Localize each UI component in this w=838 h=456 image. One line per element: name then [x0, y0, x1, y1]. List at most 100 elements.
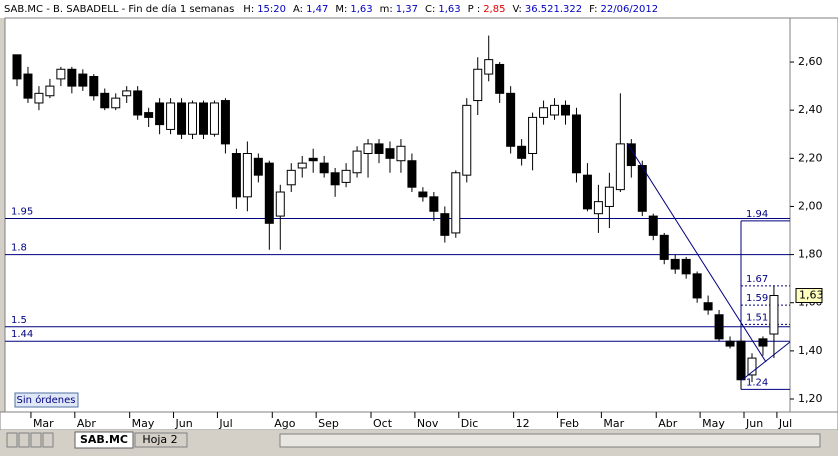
candle-body	[330, 172, 340, 186]
candle-body	[111, 97, 121, 109]
header-label: V:	[512, 4, 521, 15]
candle-body	[242, 153, 252, 198]
candle-body	[440, 213, 450, 236]
candle-body	[177, 102, 187, 135]
x-tick-label: May	[702, 417, 725, 430]
candle-body	[23, 73, 33, 99]
y-tick-label: 1,40	[798, 344, 823, 357]
candle-body	[648, 215, 658, 236]
x-tick-label: Dic	[461, 417, 479, 430]
candle-body	[506, 92, 516, 147]
x-tick-label: Nov	[417, 417, 439, 430]
candle-body	[473, 68, 483, 102]
header-label: SAB.MC - B. SABADELL - Fin de día 1 sema…	[4, 3, 234, 15]
tab-label: SAB.MC	[80, 433, 128, 446]
x-tick-label: Mar	[603, 417, 624, 430]
candle-body	[385, 148, 395, 159]
candle-body	[451, 172, 461, 234]
candle-body	[725, 340, 735, 347]
candle-body	[34, 92, 44, 104]
header-value: 15:20	[257, 4, 286, 15]
level-label: 1.95	[11, 206, 33, 217]
candle-body	[231, 153, 241, 198]
candle-body	[122, 90, 132, 97]
candle-body	[275, 191, 285, 217]
tab[interactable]	[134, 432, 188, 448]
candle-body	[429, 196, 439, 212]
retracement-label: 1.51	[746, 312, 768, 323]
x-tick-label: Sep	[318, 417, 339, 430]
nav-prev[interactable]	[18, 432, 30, 448]
candle-body	[593, 201, 603, 215]
header-label: M:	[335, 4, 347, 15]
header-label: m:	[380, 4, 393, 15]
plot-area	[4, 17, 791, 413]
header-label: P :	[468, 4, 481, 15]
candle-body	[550, 104, 560, 116]
candle-body	[703, 302, 713, 311]
candle-body	[89, 75, 99, 97]
last-price-label: 1,63	[799, 289, 824, 302]
candle-body	[67, 68, 77, 87]
candle-body	[769, 295, 779, 335]
candle-body	[144, 112, 154, 118]
candle-body	[155, 102, 165, 126]
candle-body	[308, 157, 318, 162]
y-tick-label: 1,80	[798, 248, 823, 261]
header-label: A:	[293, 4, 303, 15]
last-price-tag	[795, 288, 823, 304]
x-tick-label: 12	[516, 417, 530, 430]
candle-body	[714, 314, 724, 340]
candle-body	[253, 157, 263, 176]
price-axis	[789, 17, 838, 413]
header-value: 1,63	[438, 4, 460, 15]
candle-body	[670, 258, 680, 270]
scrollbar[interactable]	[279, 433, 821, 448]
candle-body	[604, 186, 614, 207]
y-tick-label: 2,40	[798, 103, 823, 116]
x-tick-label: Abr	[77, 417, 97, 430]
x-tick-label: Oct	[373, 417, 393, 430]
candle-body	[539, 107, 549, 118]
header-bar	[0, 0, 838, 18]
candle-body	[418, 191, 428, 198]
candle-body	[363, 143, 373, 155]
trend-line	[626, 142, 767, 363]
candle-body	[561, 104, 570, 116]
x-tick-label: Jul	[778, 417, 792, 430]
x-tick-label: Jun	[175, 417, 193, 430]
candle-body	[396, 145, 406, 162]
level-label: 1.8	[11, 243, 27, 254]
nav-last[interactable]	[42, 432, 54, 448]
candle-body	[166, 102, 176, 130]
candle-body	[571, 114, 581, 174]
level-label: 1.44	[11, 329, 33, 340]
retracement-label: 1.24	[746, 377, 768, 388]
tab-active[interactable]	[74, 431, 134, 449]
candle-body	[56, 68, 66, 80]
candle-body	[528, 116, 538, 155]
nav-first[interactable]	[6, 432, 18, 448]
candle-body	[45, 85, 55, 97]
nav-next[interactable]	[30, 432, 42, 448]
y-tick-label: 2,00	[798, 199, 823, 212]
y-tick-label: 2,60	[798, 55, 823, 68]
candle-body	[264, 162, 274, 224]
tab-label: Hoja 2	[142, 433, 177, 446]
candle-body	[626, 143, 636, 167]
candle-body	[297, 162, 307, 169]
candle-body	[209, 102, 219, 135]
candle-body	[374, 143, 384, 155]
tab-bar: SAB.MC Hoja 2	[0, 430, 838, 452]
header-label: C:	[425, 4, 435, 15]
candle-body	[188, 102, 198, 135]
candle-body	[637, 165, 647, 212]
candle-body	[736, 340, 746, 381]
candle-body	[198, 102, 208, 135]
candle-body	[495, 63, 505, 94]
header-value: 2,85	[483, 4, 505, 15]
candle-body	[659, 234, 669, 260]
candle-body	[352, 150, 362, 174]
